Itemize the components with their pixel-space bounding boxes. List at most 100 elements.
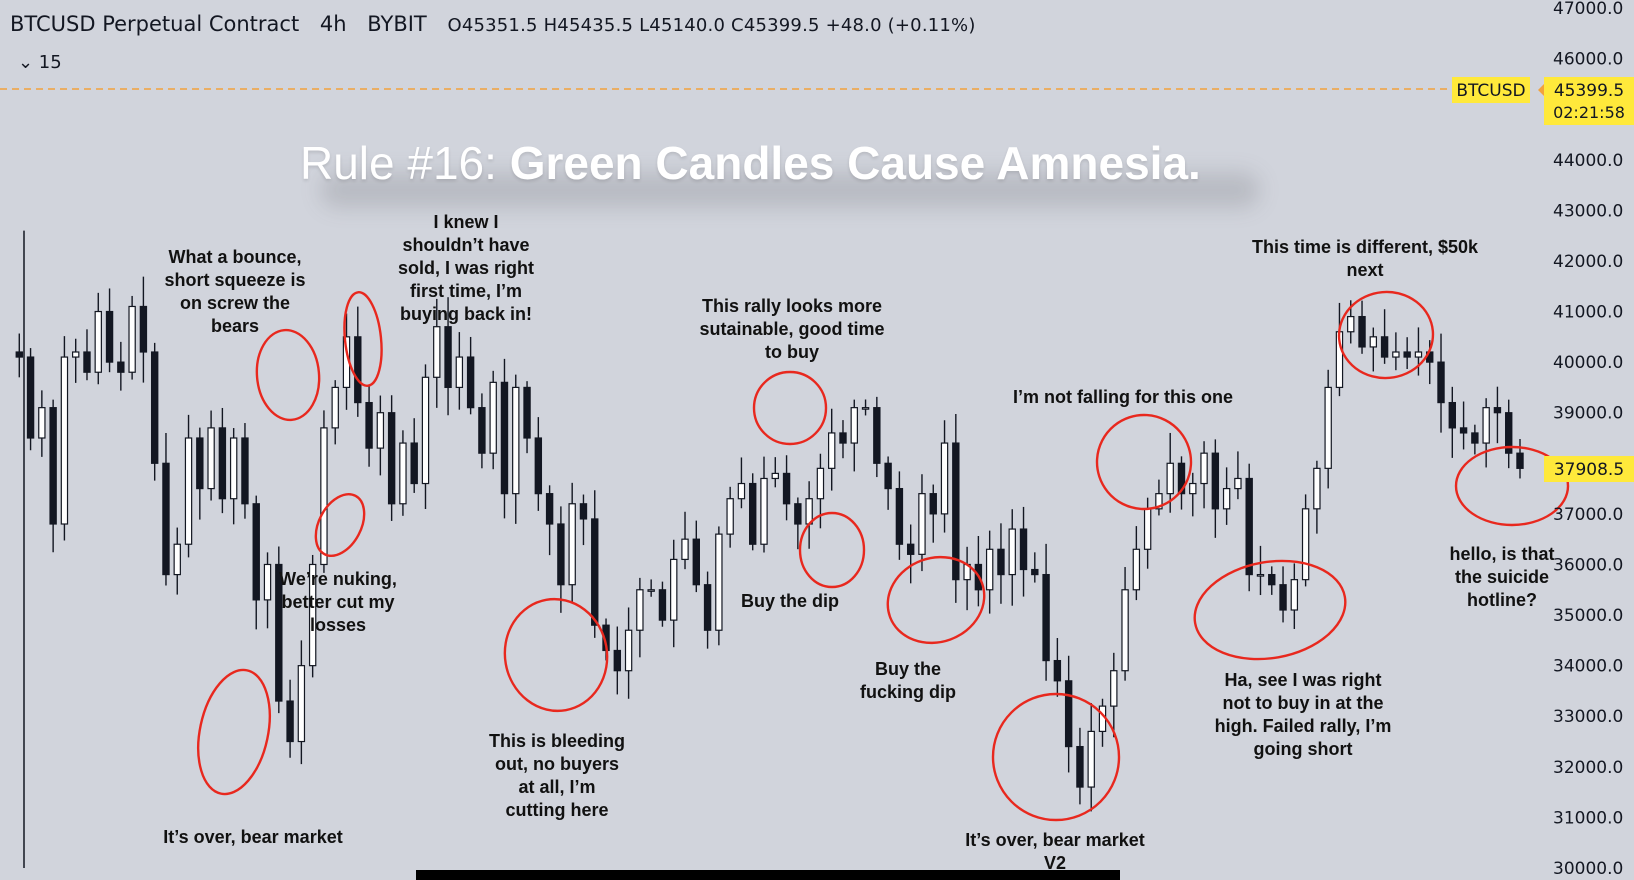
annotation-circle-12 bbox=[1454, 445, 1570, 527]
annotation-going-short: Ha, see I was right not to buy in at the… bbox=[1214, 670, 1392, 759]
candle bbox=[1268, 566, 1276, 595]
candle bbox=[354, 306, 362, 417]
candle-up bbox=[737, 482, 746, 500]
price-axis[interactable]: 47000.046000.045000.044000.043000.042000… bbox=[1553, 0, 1623, 879]
candle-down bbox=[1437, 361, 1445, 404]
candle bbox=[726, 486, 734, 548]
candle bbox=[512, 374, 520, 524]
candle-up bbox=[1143, 508, 1152, 550]
candle bbox=[263, 552, 272, 629]
candle-up bbox=[940, 442, 949, 515]
candle-up bbox=[1482, 407, 1490, 444]
candle-down bbox=[557, 523, 565, 586]
candle bbox=[940, 420, 949, 533]
candle bbox=[105, 288, 114, 373]
candle bbox=[1200, 441, 1208, 509]
candle bbox=[861, 399, 870, 416]
price-tick-14: 33000.0 bbox=[1553, 707, 1623, 727]
candle bbox=[128, 295, 136, 380]
candle bbox=[489, 370, 497, 470]
price-tick-0: 47000.0 bbox=[1553, 0, 1623, 19]
candle bbox=[839, 420, 847, 459]
price-tick-4: 43000.0 bbox=[1553, 201, 1623, 221]
candle-up bbox=[60, 356, 69, 525]
candle-up bbox=[1110, 670, 1118, 707]
candle bbox=[1324, 369, 1332, 489]
candle bbox=[1245, 463, 1253, 592]
candle bbox=[218, 407, 227, 514]
candle-down bbox=[275, 563, 283, 702]
candle bbox=[1031, 552, 1039, 583]
candle-down bbox=[354, 336, 362, 404]
candle bbox=[906, 524, 915, 584]
candle-up bbox=[1166, 462, 1174, 495]
candle-up bbox=[771, 472, 779, 480]
indicator-toggle[interactable]: ⌄ 15 bbox=[18, 52, 62, 73]
candle bbox=[410, 418, 418, 493]
candle bbox=[895, 471, 904, 560]
annotation-nuking: We’re nuking, better cut my losses bbox=[279, 569, 397, 635]
candle-down bbox=[997, 548, 1005, 576]
bottom-bar bbox=[416, 870, 1120, 880]
candle-up bbox=[489, 381, 497, 454]
candle-up bbox=[1256, 573, 1265, 577]
candle bbox=[579, 494, 588, 546]
candle bbox=[918, 474, 926, 572]
candle-down bbox=[26, 356, 35, 439]
candle-down bbox=[286, 700, 294, 743]
candle-down bbox=[478, 407, 486, 454]
candle-up bbox=[399, 442, 407, 505]
candle-down bbox=[1380, 336, 1389, 358]
price-tags: BTCUSD 45399.5 02:21:58 37908.5 bbox=[1452, 77, 1634, 482]
candle-up bbox=[433, 326, 441, 378]
candle bbox=[929, 484, 937, 543]
candle bbox=[647, 579, 655, 597]
candle-up bbox=[726, 498, 734, 535]
candle-down bbox=[1516, 452, 1524, 469]
price-tick-12: 35000.0 bbox=[1553, 606, 1623, 626]
candle-up bbox=[512, 386, 520, 495]
candle bbox=[1256, 545, 1265, 596]
annotation-circle-6 bbox=[798, 511, 866, 589]
candle-up bbox=[1008, 528, 1016, 576]
candle-down bbox=[1459, 427, 1468, 434]
candle-up bbox=[1290, 579, 1299, 611]
candle bbox=[670, 539, 678, 648]
candle bbox=[207, 410, 215, 501]
candle bbox=[1279, 566, 1287, 623]
candle bbox=[1448, 386, 1457, 458]
symbol-title[interactable]: BTCUSD Perpetual Contract bbox=[10, 12, 300, 36]
candle bbox=[805, 481, 813, 549]
candle bbox=[83, 329, 91, 381]
candle-up bbox=[1347, 315, 1355, 333]
annotation-circle-7 bbox=[886, 555, 986, 645]
candle-down bbox=[49, 407, 57, 525]
candle-down bbox=[613, 649, 622, 672]
candle-down bbox=[839, 432, 847, 444]
candle bbox=[252, 495, 260, 630]
candle bbox=[1222, 467, 1231, 525]
price-tick-15: 32000.0 bbox=[1553, 758, 1623, 778]
candle-down bbox=[1358, 315, 1366, 348]
candle bbox=[1358, 300, 1366, 354]
candle-down bbox=[105, 310, 114, 363]
candle-up bbox=[297, 665, 306, 743]
candle bbox=[1290, 563, 1299, 629]
candle bbox=[139, 276, 148, 383]
candle-up bbox=[1414, 351, 1423, 358]
candle-down bbox=[1505, 412, 1513, 454]
candle bbox=[1301, 494, 1310, 587]
annotation-buying-back: I knew I shouldn’t have sold, I was righ… bbox=[397, 212, 535, 324]
annotation-rally-sustainable: This rally looks more sutainable, good t… bbox=[699, 296, 885, 362]
candle bbox=[794, 497, 802, 550]
annotation-bear-market-v2: It’s over, bear market V2 bbox=[965, 830, 1145, 873]
timeframe-label[interactable]: 4h bbox=[319, 12, 347, 36]
candle bbox=[1121, 567, 1129, 681]
annotation-hotline: hello, is that the suicide hotline? bbox=[1449, 544, 1555, 610]
annotation-circle-5 bbox=[752, 370, 828, 446]
annotation-short-squeeze: What a bounce, short squeeze is on screw… bbox=[164, 247, 306, 336]
candle-down bbox=[906, 543, 915, 555]
candle bbox=[1166, 432, 1174, 513]
candle-down bbox=[500, 381, 509, 495]
